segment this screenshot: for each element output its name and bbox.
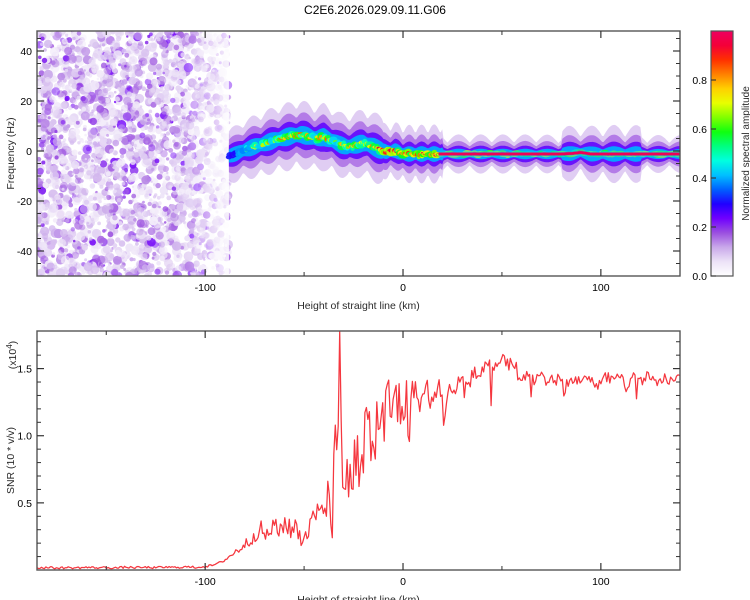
y-tick-label: 20 <box>20 96 32 108</box>
y-tick-label: -40 <box>17 246 32 258</box>
spectrogram-panel: -100 0 100 -40 -20 0 20 40 Height of straight li… <box>5 30 681 312</box>
snr-ylabel: SNR (10 * v/v) <box>5 427 17 494</box>
colorbar-label: Normalized spectral amplitude <box>741 86 750 221</box>
y-tick-label: 40 <box>20 46 32 58</box>
snr-data <box>37 331 680 570</box>
x-tick-label: -100 <box>195 282 216 294</box>
spectrogram-xlabel: Height of straight line (km) <box>297 300 420 312</box>
colorbar-tick-label: 0.0 <box>692 271 707 283</box>
x-tick-label: -100 <box>195 576 216 588</box>
snr-trace <box>37 331 680 570</box>
colorbar-gradient <box>711 31 733 276</box>
svg-text:(x104): (x104) <box>5 341 19 369</box>
colorbar-tick-label: 0.6 <box>692 124 707 136</box>
spectrogram-ylabel: Frequency (Hz) <box>5 117 17 189</box>
snr-xlabel: Height of straight line (km) <box>297 594 420 600</box>
colorbar-tick-label: 0.2 <box>692 222 707 234</box>
x-tick-label: 100 <box>592 282 610 294</box>
x-tick-label: 100 <box>592 576 610 588</box>
y-tick-label: 1.0 <box>17 431 32 443</box>
x-tick-label: 0 <box>400 282 406 294</box>
colorbar-tick-label: 0.8 <box>692 75 707 87</box>
spectrogram-data <box>37 31 680 276</box>
page-title: C2E6.2026.029.09.11.G06 <box>304 3 446 17</box>
x-tick-label: 0 <box>400 576 406 588</box>
snr-panel: -100 0 100 0.5 1.0 1.5 Height of straight line… <box>5 330 681 600</box>
y-tick-label: 0.5 <box>17 498 32 510</box>
y-tick-label: -20 <box>17 196 32 208</box>
colorbar-tick-label: 0.4 <box>692 173 707 185</box>
snr-y-exponent: (x104) <box>5 341 19 369</box>
y-tick-label: 0 <box>26 146 32 158</box>
colorbar: 0.0 0.2 0.4 0.6 0.8 Normalized spectral ampli… <box>692 30 750 283</box>
y-tick-label: 1.5 <box>17 364 32 376</box>
